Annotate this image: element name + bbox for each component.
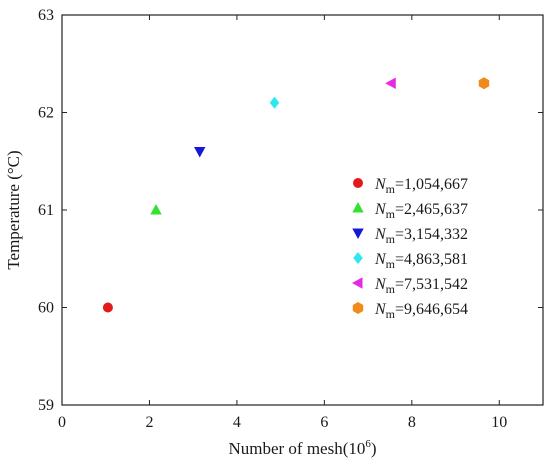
x-tick-label: 8 (408, 414, 416, 431)
x-tick-label: 4 (233, 414, 241, 431)
axis-ticks: 0 2 4 6 8 10 59 60 61 62 63 (38, 7, 543, 431)
data-point-triangle-left (385, 77, 396, 89)
legend-label: Nm=1,054,667 (374, 176, 468, 196)
data-point-hexagon (478, 77, 490, 90)
legend-entry: Nm=3,154,332 (352, 226, 468, 246)
x-axis-title: Number of mesh(106) (228, 438, 376, 458)
legend-entry: Nm=2,465,637 (352, 201, 468, 221)
x-tick-label: 10 (491, 414, 507, 431)
plot-area (61, 14, 544, 406)
y-tick-label: 61 (38, 202, 54, 219)
plot-frame (61, 14, 544, 406)
y-tick-label: 59 (38, 397, 54, 414)
legend: Nm=1,054,667 Nm=2,465,637 Nm=3,154,332 Nm=4… (352, 176, 468, 321)
y-axis-title: Temperature (°C) (4, 150, 23, 269)
legend-label: Nm=4,863,581 (374, 251, 468, 271)
legend-marker-triangle-left (352, 277, 363, 289)
y-tick-label: 62 (38, 105, 54, 122)
legend-label: Nm=9,646,654 (374, 301, 468, 321)
legend-entry: Nm=9,646,654 (352, 301, 468, 321)
legend-marker-triangle-up (352, 202, 364, 213)
data-point-triangle-up (150, 204, 162, 215)
legend-label: Nm=2,465,637 (374, 201, 468, 221)
legend-label: Nm=7,531,542 (374, 276, 468, 296)
y-tick-label: 60 (38, 300, 54, 317)
data-point-circle (102, 302, 113, 313)
data-point-triangle-down (194, 147, 206, 158)
legend-label: Nm=3,154,332 (374, 226, 468, 246)
legend-entry: Nm=1,054,667 (353, 176, 468, 196)
x-tick-label: 0 (58, 414, 66, 431)
legend-marker-diamond (353, 252, 363, 264)
legend-entry: Nm=4,863,581 (353, 251, 468, 271)
legend-entry: Nm=7,531,542 (352, 276, 468, 296)
x-tick-label: 2 (145, 414, 153, 431)
data-point-diamond (269, 96, 280, 109)
data-points (102, 77, 490, 313)
legend-marker-triangle-down (352, 228, 364, 239)
y-tick-label: 63 (38, 7, 54, 24)
legend-marker-circle (353, 178, 363, 188)
x-tick-label: 6 (320, 414, 328, 431)
legend-marker-hexagon (352, 302, 364, 314)
